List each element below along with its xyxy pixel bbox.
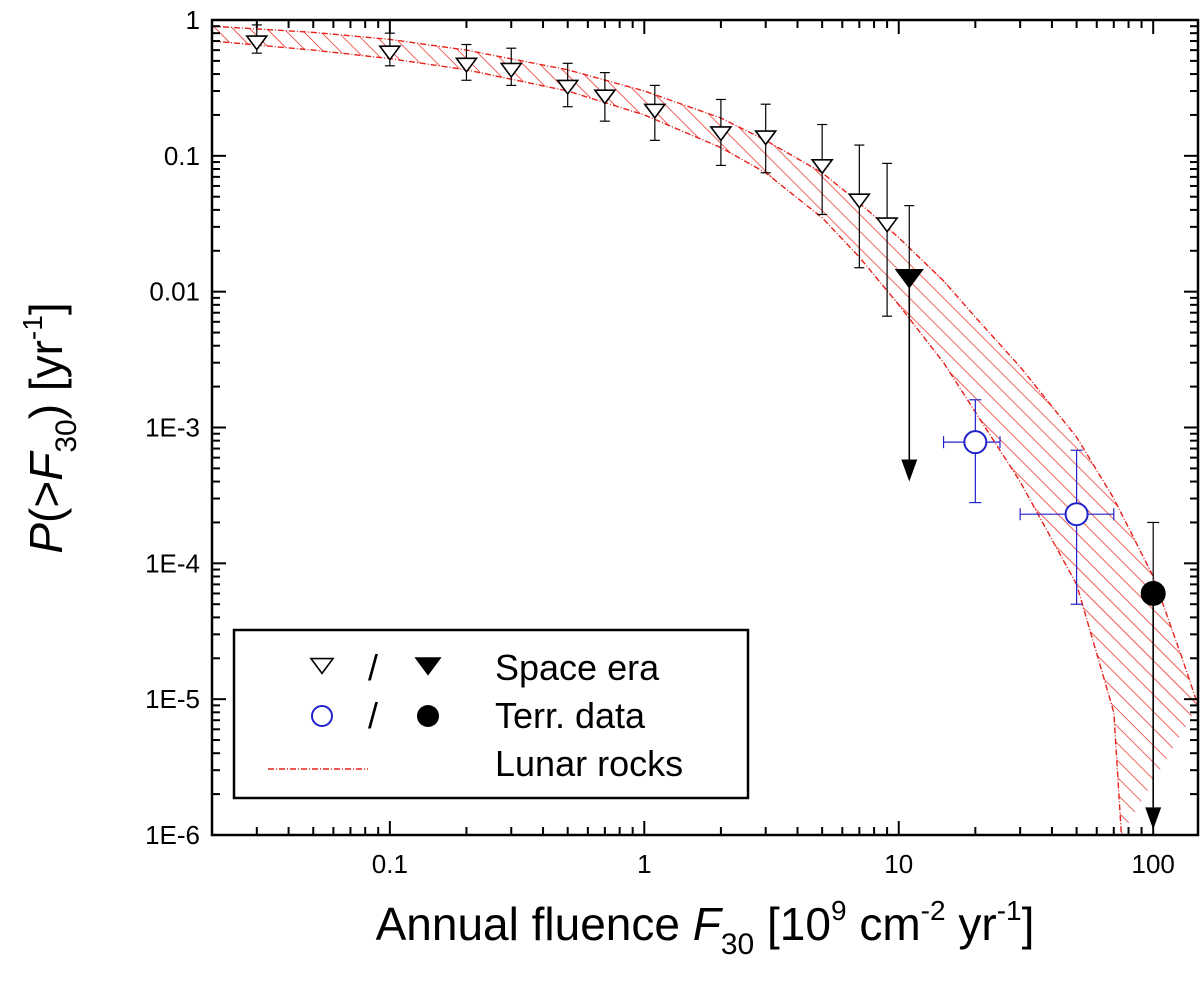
space-era-point [245,35,269,51]
tick-labels: 0.1 1 10 100 1 0.1 0.01 1E-3 1E-4 1E-5 1E-6 [145,5,1175,879]
legend-triangle-filled-icon [414,657,442,676]
lunar-rocks-band-fill [212,26,1198,835]
x-tick-label: 100 [1131,849,1174,879]
terr-data-limit-arrow-head [1145,807,1162,830]
x-tick-label: 0.1 [372,849,408,879]
legend-circle-open-icon [311,705,333,727]
legend-markers [268,657,442,770]
legend-circle-filled-icon [417,705,439,727]
space-era-point [875,217,899,233]
space-era-point [378,45,402,62]
space-era-point [643,103,667,120]
legend-separator-1: / [368,647,378,688]
space-era-point [810,158,834,175]
y-tick-label: 1E-3 [145,413,200,443]
legend-label-lunar-rocks: Lunar rocks [495,743,683,784]
space-era-point [556,79,580,96]
terr-data-point [963,430,988,455]
space-era-point [847,193,871,210]
y-axis-title: P(>F30) [yr-1] [17,302,83,553]
space-era-limit-arrow-head [901,459,918,482]
plot-area [210,18,1200,837]
space-era-point [593,89,617,105]
y-tick-label: 0.01 [149,277,200,307]
y-tick-label: 1E-4 [145,548,200,578]
space-era-point [709,126,733,142]
legend: / / Space era Terr. data Lunar rocks [232,628,750,800]
x-axis-title: Annual fluence F30 [109 cm-2 yr-1] [376,895,1035,961]
x-tick-label: 10 [884,849,913,879]
legend-triangle-open-icon [309,657,335,675]
y-tick-label: 1 [186,5,200,35]
y-tick-label: 0.1 [164,141,200,171]
space-era-limit-point [894,268,924,289]
terr-data-limit-point [1140,580,1166,606]
legend-label-terr-data: Terr. data [495,695,646,736]
terr-data-point [1064,502,1089,527]
plot-frame [210,18,1200,837]
legend-separator-2: / [368,695,378,736]
lunar-rocks-band-lower [212,40,1123,835]
data-points [245,24,1166,830]
space-era-point [754,130,778,146]
space-era-point [454,57,479,74]
x-tick-label: 1 [637,849,651,879]
space-era-point [499,62,523,79]
legend-label-space-era: Space era [495,647,660,688]
y-tick-label: 1E-6 [145,820,200,850]
y-tick-label: 1E-5 [145,684,200,714]
